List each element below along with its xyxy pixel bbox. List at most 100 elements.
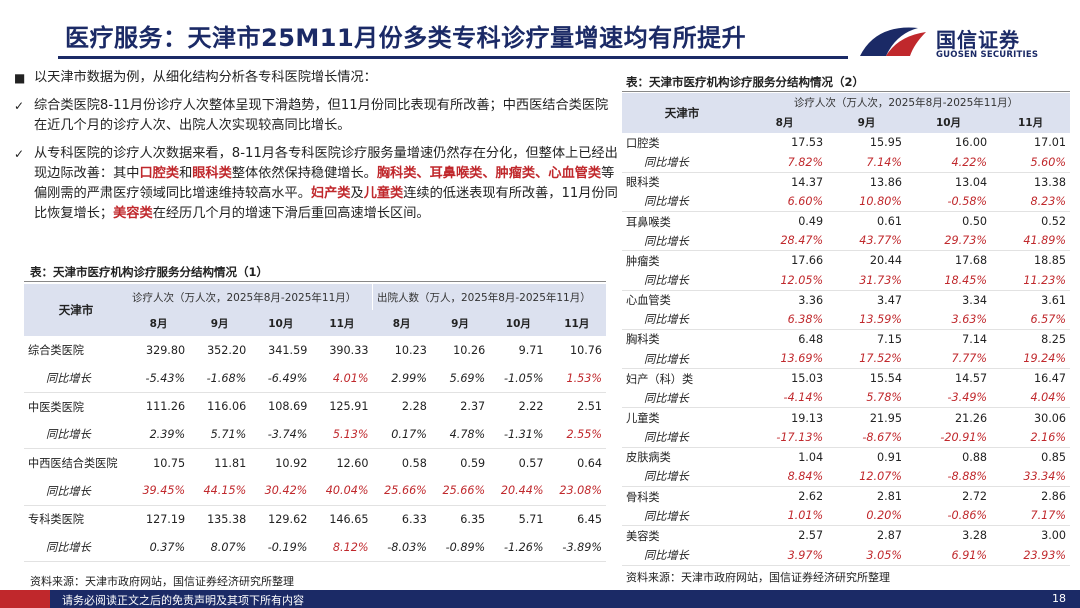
table2-value-cell: 18.85 bbox=[1033, 254, 1066, 268]
table1-yoy-cell: -3.74% bbox=[267, 427, 308, 441]
table1-value-cell: 341.59 bbox=[268, 343, 308, 357]
table1-value-cell: 5.71 bbox=[518, 512, 544, 526]
table1-yoy-cell: 40.04% bbox=[325, 484, 369, 498]
table2-value-cell: 13.86 bbox=[869, 175, 902, 189]
table2-row: 美容类 2.57 2.87 3.28 3.00 bbox=[622, 526, 1070, 546]
table1-yoy-cell: -1.31% bbox=[503, 427, 544, 441]
table2-yoy-row: 同比增长 6.38% 13.59% 3.63% 6.57% bbox=[622, 310, 1070, 330]
bullet-text: 口腔类 bbox=[139, 166, 180, 181]
table1-value-cell: 108.69 bbox=[268, 400, 308, 414]
table2-yoy-label: 同比增长 bbox=[644, 470, 689, 484]
table1-month-header: 11月 bbox=[329, 317, 355, 330]
table2-month-header: 11月 bbox=[1017, 116, 1044, 129]
table2-yoy-cell: 8.23% bbox=[1030, 194, 1066, 208]
table2-value-cell: 15.03 bbox=[791, 372, 824, 386]
bullet-text: 等偏刚需的严肃医疗领域同比增速维持较高水平。 bbox=[34, 166, 615, 201]
table1-yoy-cell: -3.89% bbox=[562, 540, 602, 554]
table2-yoy-cell: 12.05% bbox=[780, 273, 824, 287]
table1-yoy-cell: -5.43% bbox=[145, 371, 186, 385]
table2-value-cell: 2.57 bbox=[798, 529, 824, 543]
brand-logo: 国信证券 GUOSEN SECURITIES bbox=[856, 22, 1076, 64]
table2-row: 儿童类 19.13 21.95 21.26 30.06 bbox=[622, 408, 1070, 428]
table1-value-cell: 146.65 bbox=[329, 512, 369, 526]
table1-value-cell: 6.35 bbox=[460, 512, 486, 526]
table1-yoy-cell: -1.05% bbox=[503, 371, 544, 385]
table2-row: 口腔类 17.53 15.95 16.00 17.01 bbox=[622, 133, 1070, 153]
bullet-text: 连续的低迷表现有所改善，11月份同比恢复增长； bbox=[34, 186, 618, 221]
table2-yoy-row: 同比增长 28.47% 43.77% 29.73% 41.89% bbox=[622, 231, 1070, 251]
table2-value-cell: 0.49 bbox=[798, 215, 824, 229]
table1-row: 专科类医院 127.19 135.38 129.62 146.65 6.33 6.35 5.7… bbox=[24, 505, 606, 533]
table2-yoy-cell: 33.34% bbox=[1023, 469, 1066, 483]
table2-row: 皮肤病类 1.04 0.91 0.88 0.85 bbox=[622, 447, 1070, 467]
bullet-text: 和 bbox=[179, 166, 193, 181]
table1-group-discharge: 出院人数（万人，2025年8月-2025年11月） bbox=[371, 284, 606, 310]
table1-row-name: 专科类医院 bbox=[28, 513, 84, 527]
table1-yoy-cell: 44.15% bbox=[203, 484, 247, 498]
bullet-marker: ■ bbox=[14, 71, 26, 85]
table2-yoy-cell: 10.80% bbox=[859, 194, 902, 208]
table2-value-cell: 2.72 bbox=[962, 490, 988, 504]
table2-yoy-row: 同比增长 6.60% 10.80% -0.58% 8.23% bbox=[622, 192, 1070, 212]
table1-value-cell: 10.75 bbox=[153, 456, 186, 470]
bullet-item: ■ 以天津市数据为例，从细化结构分析各专科医院增长情况： bbox=[10, 68, 620, 88]
table1-header-row-group: 天津市 诊疗人次（万人次，2025年8月-2025年11月） 出院人数（万人，2… bbox=[24, 284, 606, 317]
table1-value-cell: 9.71 bbox=[518, 343, 544, 357]
table2-value-cell: 17.68 bbox=[955, 254, 988, 268]
table2-value-cell: 6.48 bbox=[798, 332, 824, 346]
table2-month-header: 8月 bbox=[775, 116, 794, 129]
table2-value-cell: 8.25 bbox=[1041, 332, 1066, 346]
table2-value-cell: 3.61 bbox=[1041, 293, 1066, 307]
table2-yoy-row: 同比增长 3.97% 3.05% 6.91% 23.93% bbox=[622, 545, 1070, 566]
table2-value-cell: 0.91 bbox=[877, 450, 902, 464]
table2-yoy-cell: 6.60% bbox=[787, 194, 824, 208]
table1-yoy-label: 同比增长 bbox=[46, 541, 91, 555]
footer-accent bbox=[0, 590, 50, 608]
table1-month-header: 10月 bbox=[268, 317, 294, 330]
table2-city-header: 天津市 bbox=[664, 106, 700, 120]
table2-value-cell: 7.14 bbox=[962, 332, 988, 346]
table1-yoy-cell: -1.68% bbox=[206, 371, 247, 385]
table2-value-cell: 1.04 bbox=[798, 450, 824, 464]
table2-value-cell: 14.57 bbox=[955, 372, 988, 386]
table2-value-cell: 2.81 bbox=[877, 490, 902, 504]
table1-yoy-row: 同比增长 -5.43% -1.68% -6.49% 4.01% 2.99% 5.69% -1.… bbox=[24, 364, 606, 393]
table1-row-name: 中医类医院 bbox=[28, 400, 84, 414]
table2-yoy-cell: -4.14% bbox=[783, 391, 824, 405]
page-title: 医疗服务：天津市25M11月份多类专科诊疗量增速均有所提升 bbox=[65, 24, 747, 52]
table1-title-rule bbox=[24, 281, 606, 282]
table2-value-cell: 3.36 bbox=[798, 293, 824, 307]
table1-yoy-cell: -6.49% bbox=[267, 371, 308, 385]
table2-yoy-cell: 3.63% bbox=[951, 312, 988, 326]
table2-value-cell: 21.26 bbox=[955, 411, 988, 425]
table2-yoy-cell: 7.17% bbox=[1030, 509, 1066, 523]
table1-value-cell: 135.38 bbox=[207, 512, 247, 526]
table2-value-cell: 3.47 bbox=[877, 293, 902, 307]
table2-yoy-row: 同比增长 -4.14% 5.78% -3.49% 4.04% bbox=[622, 388, 1070, 408]
table2-row: 眼科类 14.37 13.86 13.04 13.38 bbox=[622, 172, 1070, 192]
table1-month-header: 9月 bbox=[451, 317, 469, 330]
table1-yoy-cell: 1.53% bbox=[566, 371, 602, 385]
table2-row: 骨科类 2.62 2.81 2.72 2.86 bbox=[622, 487, 1070, 507]
table1-yoy-row: 同比增长 0.37% 8.07% -0.19% 8.12% -8.03% -0.89% -1.… bbox=[24, 533, 606, 562]
table2-yoy-cell: 11.23% bbox=[1023, 273, 1066, 287]
table2-value-cell: 16.47 bbox=[1033, 372, 1066, 386]
table2-yoy-cell: 19.24% bbox=[1023, 352, 1066, 366]
table2-yoy-label: 同比增长 bbox=[644, 195, 689, 209]
logo-text-en: GUOSEN SECURITIES bbox=[936, 50, 1039, 60]
table1-value-cell: 2.37 bbox=[460, 400, 486, 414]
bullet-text: 儿童类 bbox=[363, 186, 404, 201]
table1-yoy-cell: 2.99% bbox=[391, 371, 427, 385]
table2-value-cell: 2.86 bbox=[1041, 490, 1066, 504]
table2-value-cell: 2.62 bbox=[798, 490, 824, 504]
table2-yoy-cell: 4.04% bbox=[1030, 391, 1066, 405]
table1-yoy-cell: 25.66% bbox=[442, 484, 486, 498]
table1-yoy-cell: 4.01% bbox=[332, 371, 369, 385]
table2-yoy-cell: 23.93% bbox=[1023, 548, 1066, 562]
table2-yoy-label: 同比增长 bbox=[644, 234, 689, 248]
page-number: 18 bbox=[1052, 592, 1066, 605]
table1-yoy-cell: 39.45% bbox=[142, 484, 186, 498]
table1-yoy-cell: 30.42% bbox=[264, 484, 308, 498]
table2-yoy-cell: 7.14% bbox=[866, 155, 902, 169]
table2-yoy-cell: -17.13% bbox=[776, 430, 824, 444]
